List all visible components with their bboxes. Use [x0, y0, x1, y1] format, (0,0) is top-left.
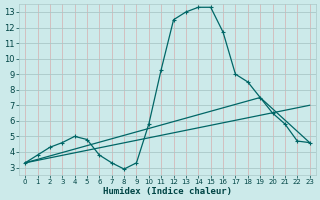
X-axis label: Humidex (Indice chaleur): Humidex (Indice chaleur): [103, 187, 232, 196]
